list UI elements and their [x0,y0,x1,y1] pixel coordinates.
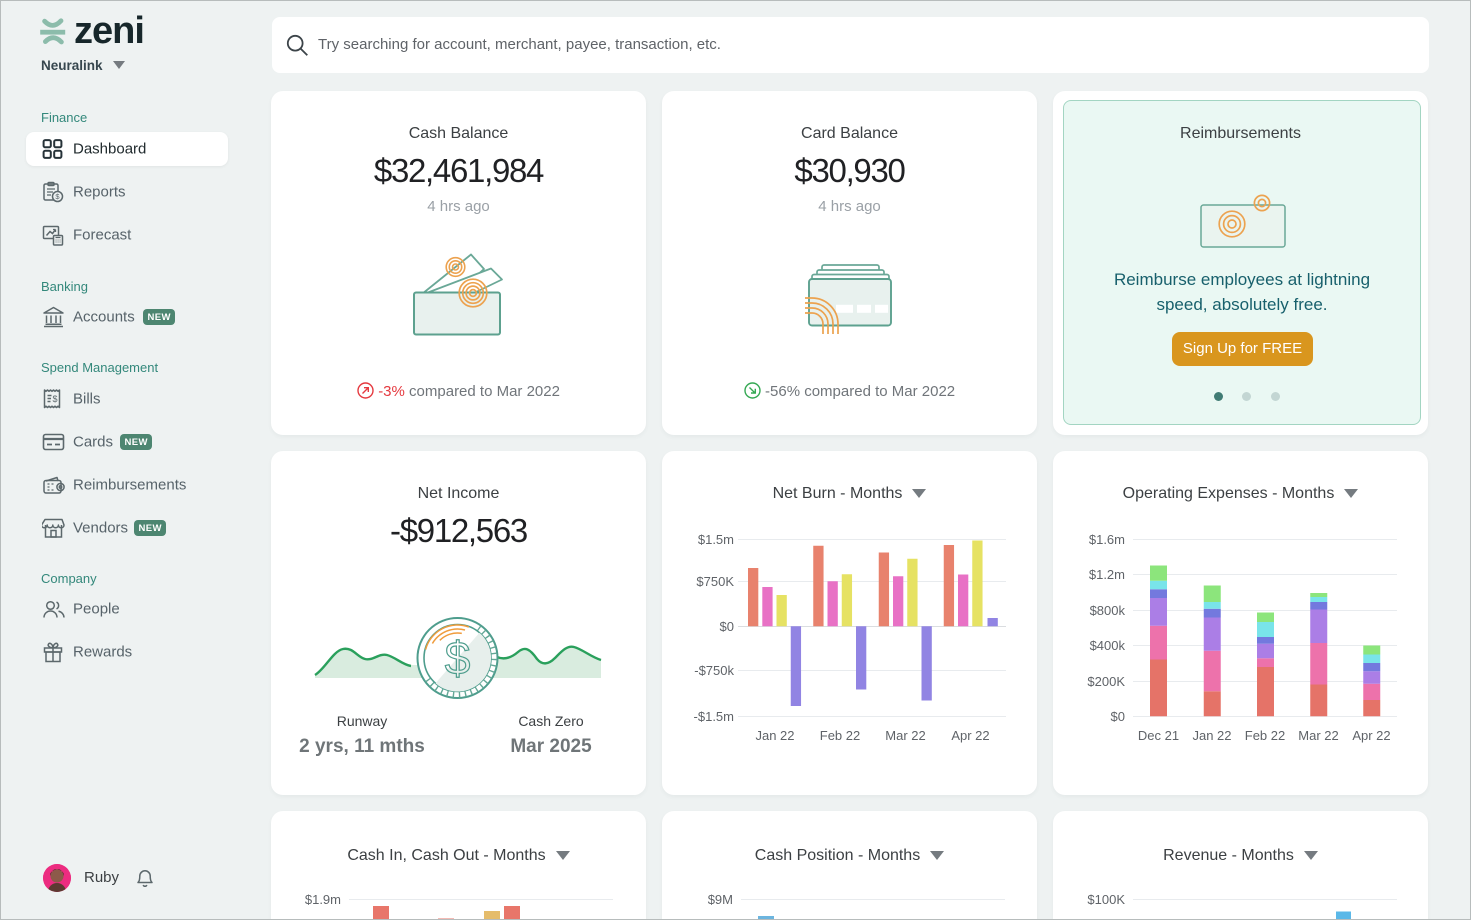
svg-text:Feb 22: Feb 22 [820,728,860,743]
svg-text:$1.2m: $1.2m [1089,567,1125,582]
svg-text:$1.9m: $1.9m [305,892,341,907]
svg-text:$0: $0 [720,619,734,634]
svg-text:$100K: $100K [1087,892,1125,907]
svg-text:$400k: $400k [1090,638,1126,653]
svg-text:-$750k: -$750k [694,663,734,678]
svg-text:$: $ [55,192,60,201]
svg-text:Mar 22: Mar 22 [885,728,925,743]
svg-text:Jan 22: Jan 22 [1192,728,1231,743]
svg-text:Jan 22: Jan 22 [755,728,794,743]
svg-text:$: $ [52,394,57,404]
svg-text:-$1.5m: -$1.5m [694,709,734,724]
svg-text:$750K: $750K [696,574,734,589]
svg-text:$0: $0 [1111,709,1125,724]
svg-text:$: $ [445,632,471,684]
svg-text:$1.5m: $1.5m [698,532,734,547]
svg-text:Apr 22: Apr 22 [951,728,989,743]
svg-text:Dec 21: Dec 21 [1138,728,1179,743]
svg-text:Mar 22: Mar 22 [1298,728,1338,743]
svg-text:$800k: $800k [1090,603,1126,618]
svg-text:$9M: $9M [708,892,733,907]
svg-text:$1.6m: $1.6m [1089,532,1125,547]
svg-text:$200K: $200K [1087,674,1125,689]
svg-text:Feb 22: Feb 22 [1245,728,1285,743]
svg-text:Apr 22: Apr 22 [1352,728,1390,743]
